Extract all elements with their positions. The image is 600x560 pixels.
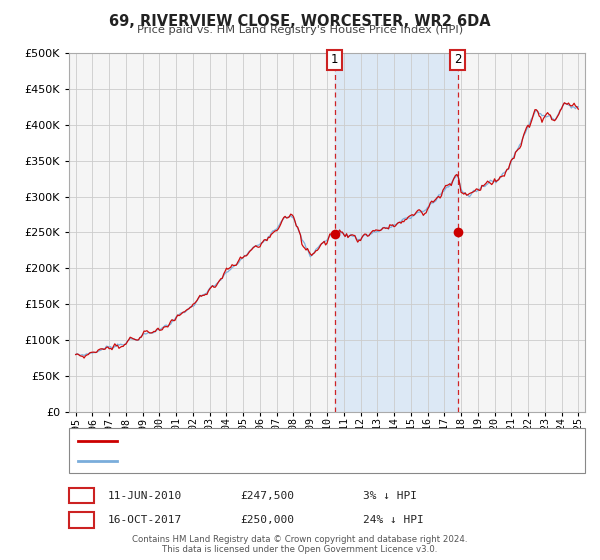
Text: 3% ↓ HPI: 3% ↓ HPI xyxy=(363,491,417,501)
Text: 69, RIVERVIEW CLOSE, WORCESTER, WR2 6DA (detached house): 69, RIVERVIEW CLOSE, WORCESTER, WR2 6DA … xyxy=(124,436,461,446)
Text: 2: 2 xyxy=(78,513,85,526)
Text: 2: 2 xyxy=(454,53,461,66)
Text: 1: 1 xyxy=(331,53,338,66)
Text: £250,000: £250,000 xyxy=(240,515,294,525)
Text: 16-OCT-2017: 16-OCT-2017 xyxy=(108,515,182,525)
Bar xyxy=(335,53,458,412)
Text: HPI: Average price, detached house, Worcester: HPI: Average price, detached house, Worc… xyxy=(124,456,370,466)
Text: Contains HM Land Registry data © Crown copyright and database right 2024.: Contains HM Land Registry data © Crown c… xyxy=(132,535,468,544)
Text: Price paid vs. HM Land Registry's House Price Index (HPI): Price paid vs. HM Land Registry's House … xyxy=(137,25,463,35)
Text: 11-JUN-2010: 11-JUN-2010 xyxy=(108,491,182,501)
Text: 1: 1 xyxy=(78,489,85,502)
Text: 69, RIVERVIEW CLOSE, WORCESTER, WR2 6DA: 69, RIVERVIEW CLOSE, WORCESTER, WR2 6DA xyxy=(109,14,491,29)
Text: 24% ↓ HPI: 24% ↓ HPI xyxy=(363,515,424,525)
Text: £247,500: £247,500 xyxy=(240,491,294,501)
Text: This data is licensed under the Open Government Licence v3.0.: This data is licensed under the Open Gov… xyxy=(163,545,437,554)
